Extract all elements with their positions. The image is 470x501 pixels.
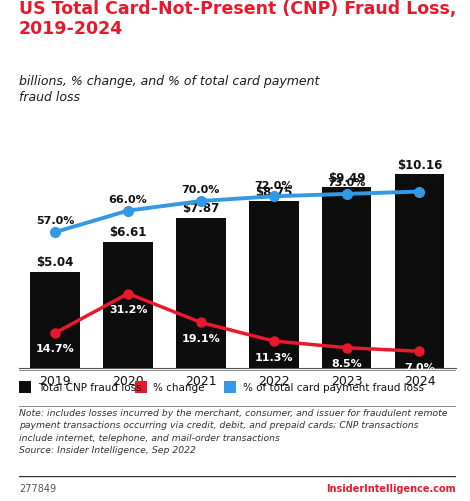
Bar	[134, 381, 147, 393]
Text: $8.75: $8.75	[255, 185, 292, 198]
Text: 66.0%: 66.0%	[109, 194, 148, 204]
Text: 72.0%: 72.0%	[255, 180, 293, 190]
Text: $9.49: $9.49	[328, 171, 365, 184]
Text: 19.1%: 19.1%	[181, 333, 220, 343]
Bar	[176, 218, 226, 368]
Bar	[249, 201, 298, 368]
Text: Total CNP fraud loss: Total CNP fraud loss	[38, 382, 141, 392]
Bar	[19, 381, 31, 393]
Text: InsiderIntelligence.com: InsiderIntelligence.com	[326, 483, 456, 493]
Text: billions, % change, and % of total card payment
fraud loss: billions, % change, and % of total card …	[19, 75, 319, 104]
Text: 73.0%: 73.0%	[328, 178, 366, 188]
Bar	[31, 272, 80, 368]
Text: 74.0%: 74.0%	[400, 175, 439, 185]
Bar	[395, 175, 444, 368]
Text: % change: % change	[153, 382, 205, 392]
Bar	[103, 242, 153, 368]
Text: $6.61: $6.61	[110, 226, 147, 239]
Text: % of total card payment fraud loss: % of total card payment fraud loss	[243, 382, 424, 392]
Text: 57.0%: 57.0%	[36, 215, 74, 225]
Text: 8.5%: 8.5%	[331, 359, 362, 368]
Text: 7.0%: 7.0%	[404, 362, 435, 372]
Text: US Total Card-Not-Present (CNP) Fraud Loss,
2019-2024: US Total Card-Not-Present (CNP) Fraud Lo…	[19, 1, 456, 38]
Text: 14.7%: 14.7%	[36, 344, 75, 354]
Text: $7.87: $7.87	[182, 202, 219, 215]
Bar	[224, 381, 236, 393]
Text: 277849: 277849	[19, 483, 56, 493]
Text: 31.2%: 31.2%	[109, 305, 147, 315]
Text: $10.16: $10.16	[397, 158, 442, 171]
Text: 70.0%: 70.0%	[182, 185, 220, 195]
Text: $5.04: $5.04	[37, 256, 74, 269]
Text: 11.3%: 11.3%	[255, 352, 293, 362]
Text: Note: includes losses incurred by the merchant, consumer, and issuer for fraudul: Note: includes losses incurred by the me…	[19, 408, 447, 454]
Bar	[322, 187, 371, 368]
